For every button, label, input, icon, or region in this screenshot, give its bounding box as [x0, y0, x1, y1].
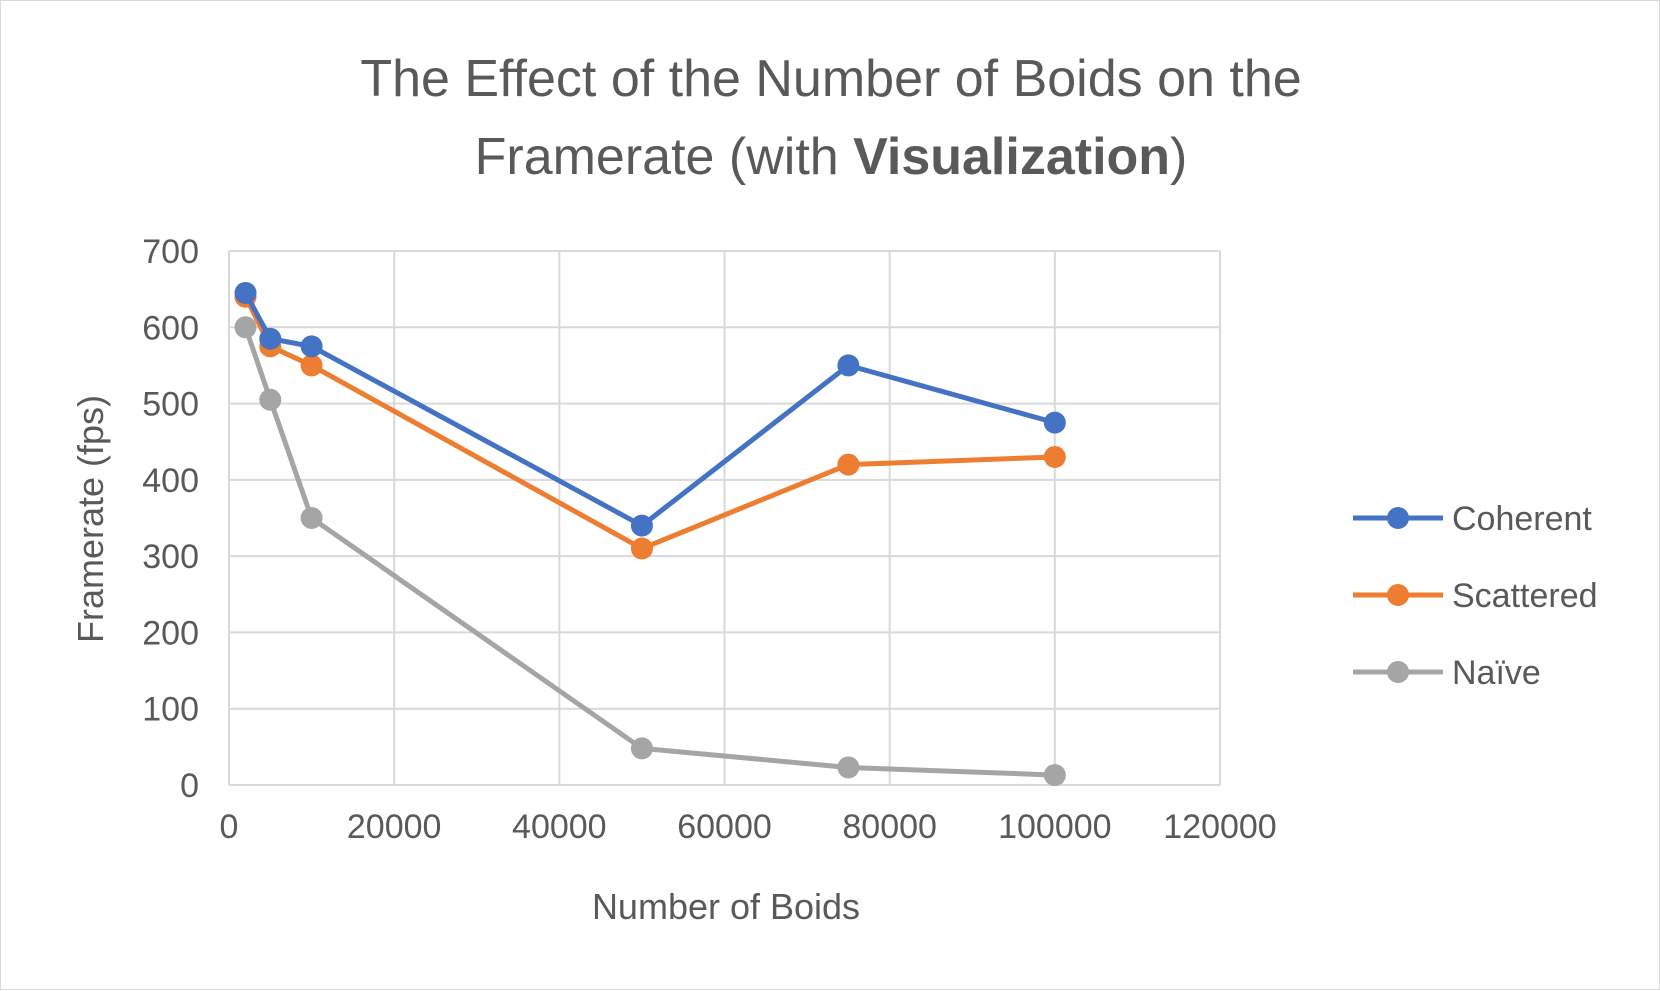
y-tick-label: 200: [142, 614, 199, 652]
y-tick-label: 300: [142, 538, 199, 576]
data-point: [837, 756, 860, 779]
series-line: [243, 294, 1058, 552]
series-group: [234, 281, 1066, 787]
y-tick-label: 600: [142, 309, 199, 347]
chart-title-prefix: Framerate (with: [475, 128, 854, 186]
data-point: [259, 327, 282, 350]
chart-title-line1: The Effect of the Number of Boids on the: [360, 50, 1301, 108]
x-axis-title: Number of Boids: [592, 886, 860, 927]
legend-marker: [1387, 507, 1409, 529]
legend-label: Coherent: [1452, 500, 1592, 538]
legend-marker: [1387, 661, 1409, 683]
chart-title-bold: Visualization: [853, 128, 1170, 186]
data-point: [630, 737, 653, 760]
data-point: [300, 354, 323, 377]
y-tick-label: 100: [142, 691, 199, 729]
chart-title-suffix: ): [1170, 128, 1187, 186]
series-coherent: [234, 281, 1066, 537]
x-tick-label: 0: [220, 808, 239, 846]
data-point: [1043, 445, 1066, 468]
x-tick-label: 40000: [512, 808, 607, 846]
data-point: [837, 354, 860, 377]
legend-item: Coherent: [1353, 500, 1592, 538]
x-tick-label: 120000: [1163, 808, 1276, 846]
x-tick-label: 100000: [998, 808, 1111, 846]
data-point: [259, 388, 282, 411]
tick-labels: 0 100 200 300 400 500 600 700 0 20000 40000 60000 80…: [142, 233, 1276, 846]
gridlines: [228, 250, 1221, 786]
y-tick-label: 0: [180, 767, 199, 805]
y-axis-title: Framerate (fps): [70, 395, 111, 643]
x-tick-label: 80000: [842, 808, 937, 846]
x-tick-label: 20000: [347, 808, 442, 846]
series-line: [243, 324, 1058, 778]
series-na-ve: [234, 316, 1066, 787]
data-point: [300, 507, 323, 529]
legend-marker: [1387, 584, 1409, 606]
y-tick-label: 500: [142, 386, 199, 424]
legend-label: Naïve: [1452, 654, 1541, 692]
data-point: [234, 281, 257, 304]
legend-item: Naïve: [1353, 654, 1541, 692]
data-point: [1043, 764, 1066, 787]
legend: Coherent Scattered Naïve: [1353, 500, 1598, 692]
data-point: [837, 453, 860, 476]
data-point: [300, 335, 323, 358]
legend-item: Scattered: [1353, 577, 1598, 615]
legend-label: Scattered: [1452, 577, 1598, 615]
y-tick-label: 400: [142, 462, 199, 500]
data-point: [234, 316, 257, 339]
x-tick-label: 60000: [677, 808, 772, 846]
data-point: [630, 514, 653, 537]
chart-title-line2: Framerate (with Visualization): [475, 128, 1188, 186]
data-point: [630, 537, 653, 560]
data-point: [1043, 411, 1066, 434]
y-tick-label: 700: [142, 233, 199, 271]
